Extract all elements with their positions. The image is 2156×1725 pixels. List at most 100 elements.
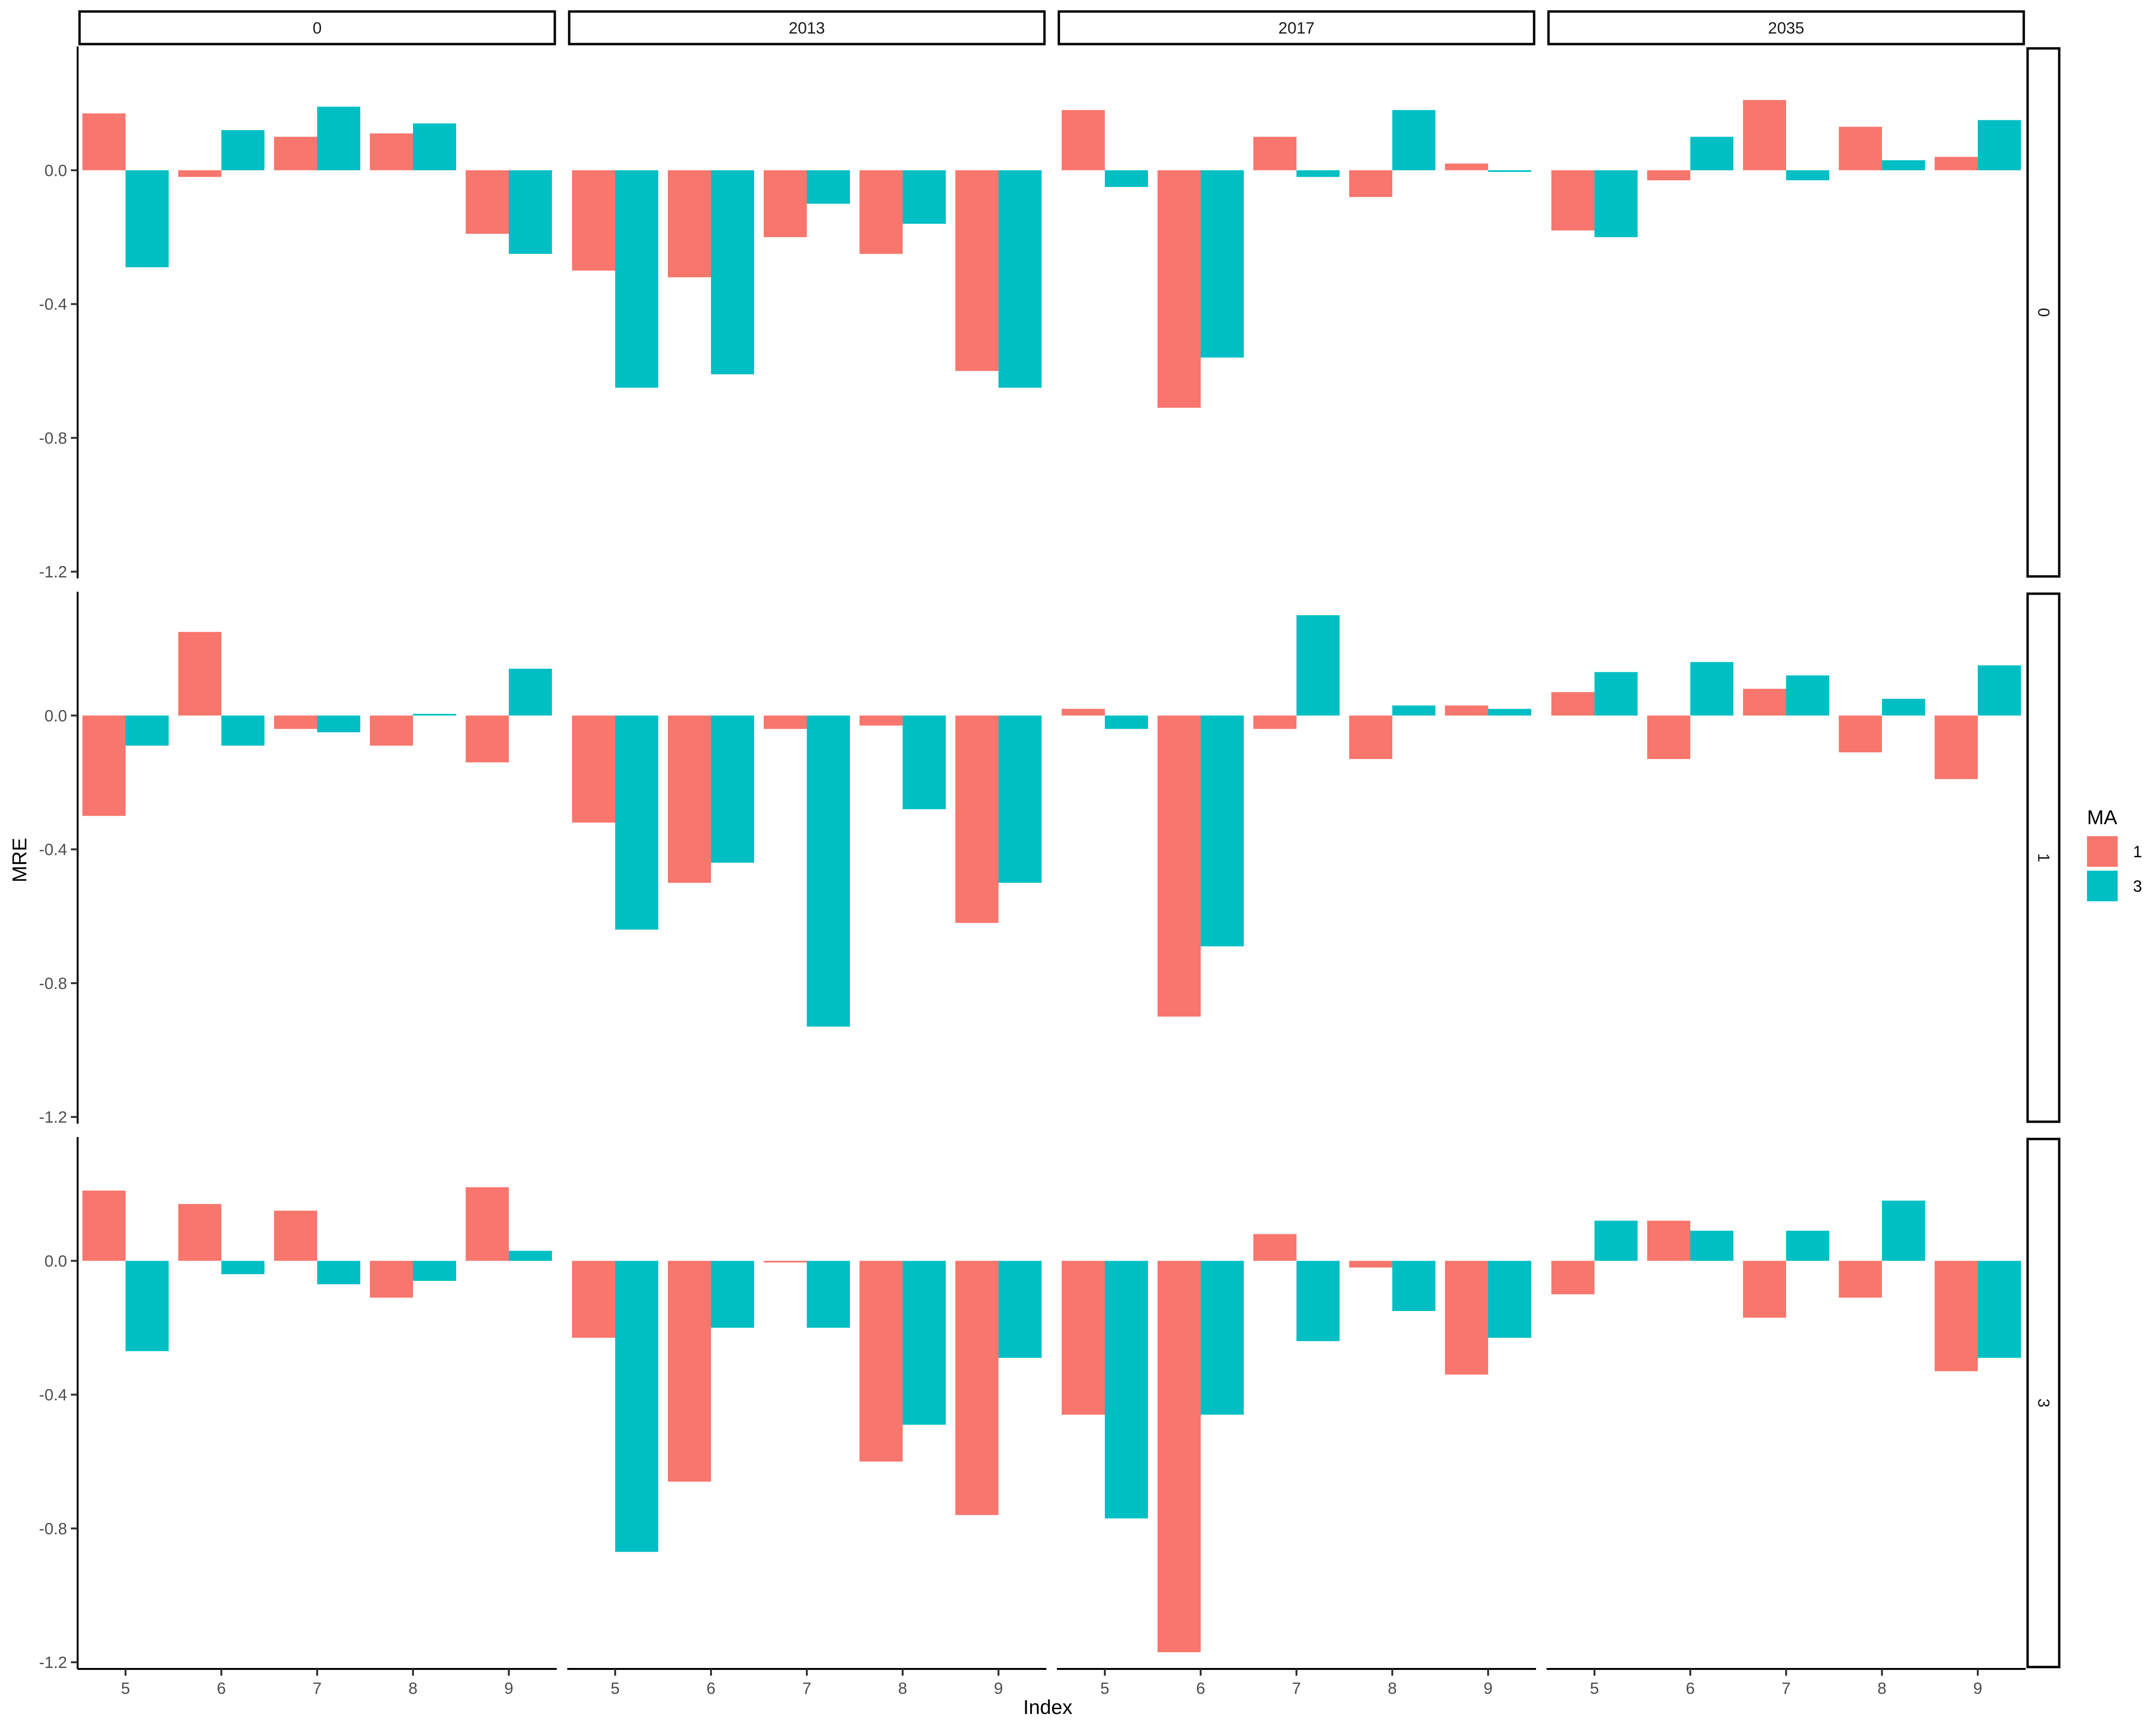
legend-key-1 [2087, 836, 2118, 867]
row-strip-label: 3 [2034, 1399, 2053, 1408]
bar-ma1-index6 [178, 1204, 221, 1261]
bar-ma1-index6 [668, 1261, 711, 1482]
bar-ma1-index8 [1839, 1261, 1882, 1298]
panel-row1-col2017 [1062, 615, 1531, 1017]
bar-ma1-index8 [1349, 170, 1392, 197]
panel-row0-col2013 [572, 170, 1042, 388]
bar-ma1-index5 [1062, 709, 1105, 716]
bar-ma3-index6 [1201, 1261, 1244, 1415]
x-tick-label: 5 [611, 1679, 620, 1698]
x-tick-label: 8 [898, 1679, 907, 1698]
x-tick-label: 9 [1484, 1679, 1493, 1698]
bar-ma3-index9 [998, 1261, 1042, 1358]
y-axis-title: MRE [8, 838, 31, 882]
bar-ma1-index7 [1743, 689, 1786, 716]
panel-row0-col2035 [1551, 100, 2021, 237]
bar-ma1-index5 [1551, 170, 1594, 230]
bar-ma1-index5 [1062, 1261, 1105, 1415]
bar-ma3-index7 [807, 170, 850, 204]
bar-ma1-index6 [668, 170, 711, 277]
bar-ma3-index7 [317, 1261, 360, 1285]
bar-ma3-index6 [221, 715, 264, 746]
bar-ma3-index9 [509, 170, 552, 254]
bar-ma1-index9 [955, 1261, 998, 1515]
bar-ma1-index8 [860, 715, 903, 726]
bar-ma3-index9 [1488, 1261, 1531, 1338]
bar-ma1-index5 [82, 1190, 126, 1261]
bar-ma1-index5 [1551, 692, 1594, 716]
x-tick-label: 6 [1196, 1679, 1205, 1698]
bar-ma3-index8 [903, 170, 946, 224]
bar-ma3-index8 [903, 1261, 946, 1425]
bar-ma1-index8 [370, 133, 413, 171]
bar-ma3-index6 [711, 1261, 754, 1328]
bar-ma1-index7 [1253, 1234, 1296, 1261]
x-tick-label: 9 [994, 1679, 1003, 1698]
bar-ma1-index7 [274, 1210, 317, 1261]
bar-ma3-index5 [126, 715, 169, 746]
axes-layer: 0.0 -0.4 -0.8 -1.2 0.0 -0.4 -0.8 -1.2 0.0 -0.4 -0.… [39, 46, 2026, 1698]
bar-ma3-index8 [413, 1261, 456, 1281]
x-tick-label: 8 [409, 1679, 418, 1698]
bar-ma1-index7 [1253, 137, 1296, 171]
y-tick-label: 0.0 [45, 161, 67, 180]
bar-ma1-index8 [1839, 126, 1882, 171]
x-tick-label: 5 [1101, 1679, 1110, 1698]
bar-ma3-index8 [1392, 1261, 1435, 1311]
legend-title: MA [2087, 806, 2117, 828]
bar-ma3-index7 [317, 715, 360, 733]
bar-ma1-index5 [572, 715, 615, 823]
bar-ma1-index9 [1935, 715, 1978, 779]
bar-ma3-index8 [413, 123, 456, 171]
bar-ma3-index8 [903, 715, 946, 809]
y-tick-label: -0.4 [39, 296, 67, 314]
legend-label: 1 [2133, 843, 2142, 861]
bar-ma3-index9 [998, 170, 1042, 388]
bar-ma1-index7 [274, 715, 317, 729]
bar-ma3-index5 [1105, 170, 1148, 187]
bar-ma3-index9 [509, 1251, 552, 1261]
col-strip-2013 [568, 10, 1046, 46]
col-strip-2035 [1547, 10, 2025, 46]
row-strip-0 [2026, 47, 2061, 578]
y-tick-label: -1.2 [39, 1654, 67, 1672]
bar-ma1-index6 [1647, 715, 1690, 759]
bar-ma3-index6 [221, 130, 264, 171]
x-axis-title: Index [1023, 1696, 1073, 1718]
col-strip-label: 2035 [1768, 19, 1804, 37]
bar-ma3-index7 [1786, 170, 1829, 181]
bar-ma1-index6 [1647, 1220, 1690, 1261]
panel-row0-col2017 [1062, 110, 1531, 408]
bar-ma3-index9 [998, 715, 1042, 883]
x-tick-label: 8 [1388, 1679, 1397, 1698]
bar-ma3-index7 [1296, 170, 1340, 177]
bar-ma3-index7 [807, 715, 850, 1027]
x-tick-label: 9 [505, 1679, 514, 1698]
row-strip-label: 1 [2034, 853, 2053, 862]
bar-ma1-index7 [764, 170, 807, 237]
x-tick-label: 6 [1686, 1679, 1695, 1698]
y-tick-label: -1.2 [39, 1108, 67, 1127]
panel-row3-col2013 [572, 1261, 1042, 1552]
bar-ma1-index7 [1743, 100, 1786, 171]
bar-ma3-index7 [1786, 675, 1829, 716]
bar-ma3-index9 [509, 668, 552, 716]
bar-ma3-index8 [1882, 160, 1925, 171]
bar-ma3-index5 [615, 715, 658, 930]
y-tick-label: 0.0 [45, 707, 67, 725]
bar-ma1-index9 [955, 170, 998, 371]
panel-row3-col2017 [1062, 1234, 1531, 1653]
bar-ma3-index6 [1201, 715, 1244, 946]
bar-ma1-index6 [178, 170, 221, 177]
bar-ma1-index7 [764, 715, 807, 729]
bar-ma3-index7 [807, 1261, 850, 1328]
row-strip-1 [2026, 592, 2061, 1123]
facet-strips: 0 2013 2017 2035 0 1 3 [78, 10, 2061, 1668]
bar-ma3-index7 [1296, 615, 1340, 716]
legend-key-3 [2087, 871, 2118, 901]
bar-ma3-index9 [1978, 1261, 2021, 1358]
col-strip-label: 0 [313, 19, 322, 37]
bar-ma3-index9 [1488, 170, 1531, 172]
bar-ma3-index8 [413, 713, 456, 716]
